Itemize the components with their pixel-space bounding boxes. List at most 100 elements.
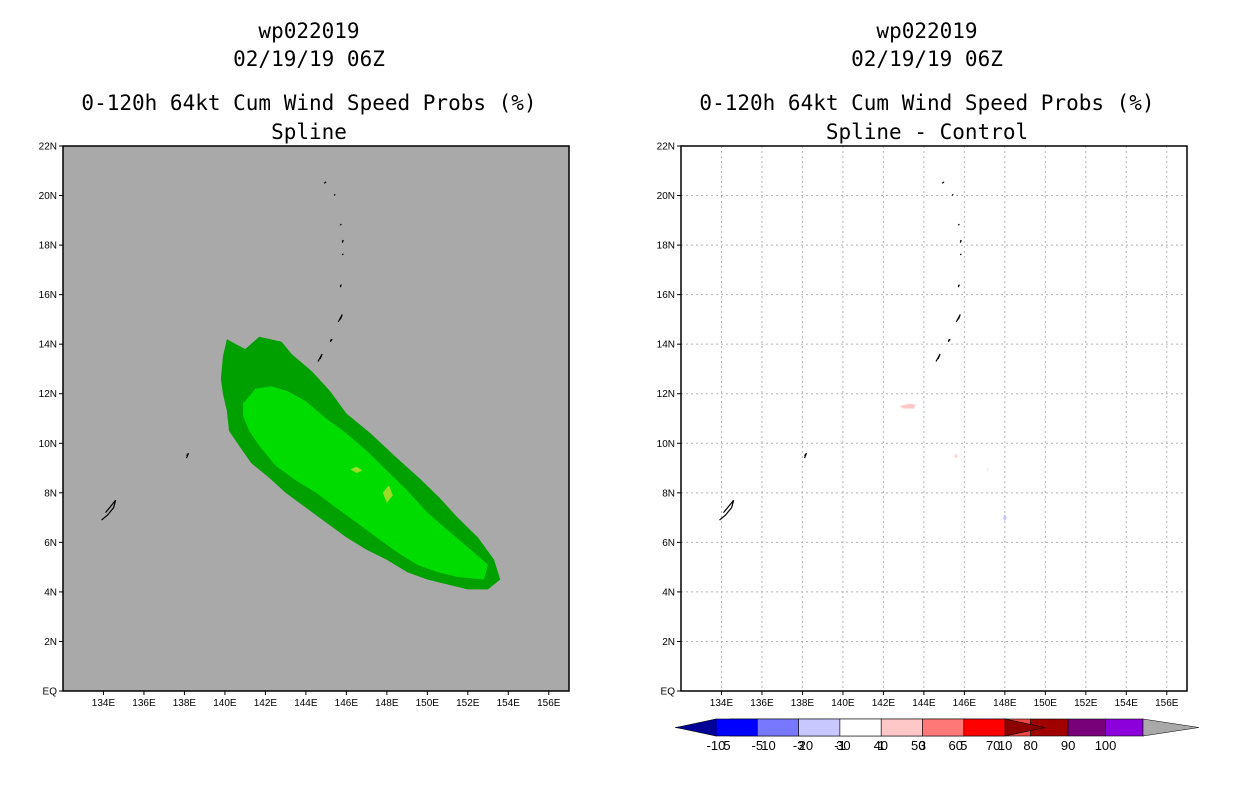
y-tick-label: 14N [657,340,675,351]
y-tick-label: 14N [39,340,57,351]
plot-background [681,146,1187,691]
y-tick-label: 10N [39,439,57,450]
y-tick-label: 12N [39,389,57,400]
y-tick-label: 18N [657,241,675,252]
island-coastline [941,181,945,184]
map-plot: 134E 136E 138E 140E 142E 144E 146E 148E 150E 152E… [39,142,1200,753]
x-tick-label: 140E [831,698,855,709]
x-tick-label: 142E [254,698,278,709]
colorbar-label: 30 [836,738,850,753]
y-tick-label: 4N [44,587,57,598]
plot-frame [680,145,1188,692]
x-tick-label: 148E [375,698,399,709]
method-title: Spline - Control [825,120,1029,144]
x-tick-label: 134E [92,698,116,709]
island-coastline [337,314,343,323]
right-map-panel: wp022019 02/19/19 06Z 0-120h 64kt Cum Wi… [618,0,1236,800]
colorbar-label: 90 [1061,738,1075,753]
x-tick-label: 154E [497,698,521,709]
colorbar-label: 60 [948,738,962,753]
y-tick-label: 6N [662,538,675,549]
x-tick-label: 154E [1115,698,1139,709]
y-tick-label: 6N [44,538,57,549]
contour-1-3 [954,453,958,459]
colorbar-label: -1 [834,738,846,753]
y-tick-label: 18N [39,241,57,252]
colorbar-segment [880,718,923,737]
x-tick-label: 134E [710,698,734,709]
y-tick-label: EQ [661,687,676,698]
x-tick-label: 152E [456,698,480,709]
contour-10-20 [243,386,488,580]
x-tick-label: 136E [750,698,774,709]
x-tick-label: 156E [537,698,561,709]
product-title: 0-120h 64kt Cum Wind Speed Probs (%) [699,91,1155,115]
date-title: 02/19/19 06Z [233,47,385,71]
island-coastline [959,253,962,256]
island-coastline [947,338,951,343]
island-coastline [329,338,333,343]
x-tick-label: 136E [132,698,156,709]
x-tick-label: 152E [1074,698,1098,709]
y-tick-label: 22N [657,142,675,153]
y-tick-label: 20N [657,191,675,202]
map-plot: 134E 136E 138E 140E 142E 144E 146E 148E 150E 152E… [657,142,1188,753]
island-coastline [935,353,941,362]
x-tick-label: 148E [993,698,1017,709]
colorbar-label: -5 [752,738,764,753]
left-map-panel: wp022019 02/19/19 06Z 0-120h 64kt Cum Wi… [39,19,1200,753]
colorbar-label: 80 [1023,738,1037,753]
y-tick-label: 12N [657,389,675,400]
island-coastline [959,239,962,243]
island-coastline [803,452,808,459]
x-tick-label: 146E [953,698,977,709]
colorbar-label: 40 [874,738,888,753]
y-tick-label: 10N [657,439,675,450]
y-tick-label: EQ [43,687,58,698]
colorbar-label: 5 [723,738,730,753]
island-coastline [951,193,954,196]
colorbar-label: -3 [793,738,805,753]
y-tick-label: 16N [657,290,675,301]
contour-20-30 [382,485,393,503]
colorbar-segment [798,718,841,737]
island-coastline [339,284,342,288]
colorbar-label: 5 [960,738,967,753]
colorbar-segment [757,718,799,737]
colorbar-segment [922,718,965,737]
colorbar-label: 50 [911,738,925,753]
product-title: 0-120h 64kt Cum Wind Speed Probs (%) [81,91,537,115]
colorbar-left-arrow [675,718,717,737]
colorbar-segment [963,718,1006,737]
x-tick-label: 146E [335,698,359,709]
x-tick-label: 150E [416,698,440,709]
x-tick-label: 156E [1155,698,1179,709]
y-tick-label: 8N [662,488,675,499]
plot-frame [62,145,570,692]
island-coastline [341,253,344,256]
island-coastline [317,353,323,362]
y-tick-label: 22N [39,142,57,153]
contour-1-3 [986,468,989,471]
island-coastline [957,284,960,288]
x-tick-label: 138E [173,698,197,709]
colorbar-label: 70 [986,738,1000,753]
x-tick-label: 144E [912,698,936,709]
colorbar-right-arrow [1004,718,1046,737]
x-tick-label: 142E [872,698,896,709]
colorbar-segment [715,718,758,737]
colorbar-label: 20 [799,738,813,753]
y-tick-label: 8N [44,488,57,499]
island-coastline [185,452,190,459]
gridlines [681,146,1187,691]
x-tick-label: 138E [791,698,815,709]
y-tick-label: 2N [44,637,57,648]
method-title: Spline [271,120,347,144]
colorbar-right-arrow [1142,718,1200,737]
storm-id-title: wp022019 [876,19,978,43]
y-tick-label: 2N [662,637,675,648]
contour-1-3 [899,403,916,409]
storm-id-title: wp022019 [258,19,360,43]
island-coastline [955,314,961,323]
colorbar-label: 10 [761,738,775,753]
